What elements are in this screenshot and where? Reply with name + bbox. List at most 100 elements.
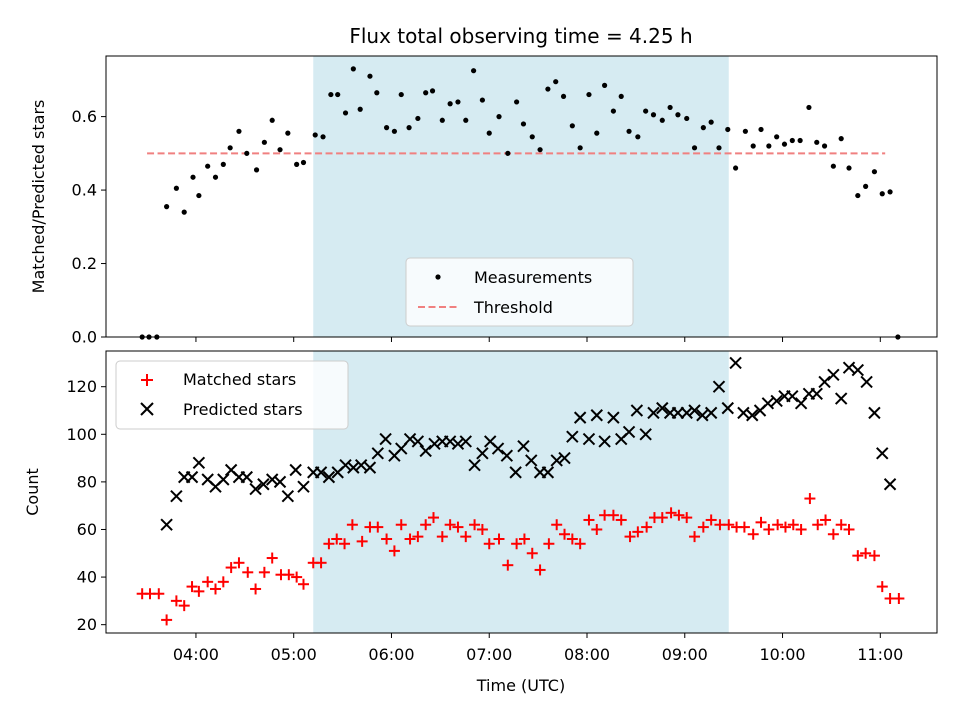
measurement-point [708, 119, 714, 125]
matched-star-point [291, 571, 303, 583]
measurement-point [529, 134, 535, 140]
predicted-star-point [428, 437, 441, 451]
predicted-star-point [883, 478, 897, 491]
measurement-point [406, 125, 412, 131]
measurement-point [391, 128, 398, 134]
top-ytick-label: 0.2 [72, 254, 97, 273]
bot-ytick-label: 40 [77, 568, 97, 587]
measurement-point [838, 136, 844, 142]
predicted-star-point [509, 466, 522, 479]
measurement-point [236, 128, 242, 134]
measurement-point [806, 104, 812, 111]
matched-star-point [615, 514, 627, 526]
matched-star-point [346, 519, 358, 531]
matched-star-point [697, 521, 709, 533]
predicted-star-point [566, 430, 579, 443]
predicted-star-point [761, 397, 775, 410]
matched-star-point [356, 535, 368, 547]
legend-matched-marker [141, 374, 153, 386]
predicted-star-point [868, 406, 881, 420]
measurement-point [691, 145, 698, 151]
predicted-star-point [491, 442, 505, 455]
predicted-star-point [363, 461, 377, 474]
matched-star-point [518, 533, 530, 545]
predicted-stars-series [160, 356, 897, 531]
matched-star-point [632, 526, 644, 538]
predicted-star-point [339, 459, 352, 472]
measurement-point [797, 137, 803, 144]
matched-star-point [493, 533, 505, 545]
predicted-star-point [160, 518, 173, 531]
predicted-star-point [786, 390, 799, 403]
measurement-point [667, 104, 673, 111]
matched-star-point [665, 507, 677, 519]
matched-star-point [820, 514, 832, 526]
predicted-star-point [322, 470, 336, 484]
predicted-star-point [729, 356, 742, 370]
matched-star-point [161, 614, 173, 626]
measurement-point [383, 125, 390, 131]
matched-star-point [395, 519, 407, 531]
predicted-star-point [192, 456, 206, 470]
bot-ytick-label: 20 [77, 615, 97, 634]
predicted-star-point [403, 432, 417, 446]
measurement-point [758, 126, 764, 133]
predicted-star-point [297, 480, 310, 493]
measurement-point [429, 88, 436, 94]
measurement-point [774, 134, 780, 140]
matched-star-point [315, 557, 327, 569]
measurement-point [505, 150, 511, 156]
measurement-point [514, 99, 520, 105]
predicted-star-point [468, 459, 481, 472]
matched-star-point [460, 531, 472, 543]
measurement-point [781, 141, 788, 147]
predicted-star-point [550, 454, 563, 467]
measurement-point [244, 150, 250, 156]
measurement-point [335, 91, 341, 98]
matched-star-point [511, 538, 523, 550]
matched-star-point [372, 521, 384, 533]
measurement-point [725, 126, 731, 133]
legend-measurements-label: Measurements [474, 268, 592, 287]
matched-star-point [795, 523, 807, 535]
predicted-star-point [217, 473, 230, 486]
predicted-star-point [746, 409, 759, 422]
ratio-y-axis-label: Matched/Predicted stars [29, 100, 48, 294]
measurement-point [470, 68, 477, 74]
count-panel: 20 40 60 80 100 120 04:00 05:00 06:00 07:00 08:00… [23, 350, 938, 695]
xtick-label: 11:00 [857, 645, 903, 664]
measurement-point [733, 165, 739, 171]
predicted-star-point [639, 428, 652, 441]
matched-star-point [339, 538, 351, 550]
measurement-point [496, 114, 502, 120]
predicted-star-point [411, 435, 425, 448]
measurement-point [367, 73, 373, 79]
predicted-star-point [558, 451, 571, 465]
predicted-star-point [185, 470, 199, 484]
measurement-point [814, 139, 820, 145]
measurement-point [455, 99, 461, 105]
bot-ytick-label: 60 [77, 520, 97, 539]
measurement-point [846, 165, 852, 171]
measurement-point [350, 66, 356, 72]
matched-star-point [444, 519, 456, 531]
measurement-point [855, 192, 861, 199]
measurement-point [821, 143, 828, 149]
matched-star-point [452, 521, 464, 533]
legend-matched-label: Matched stars [183, 370, 296, 389]
measurement-point [294, 161, 300, 167]
matched-star-point [193, 585, 205, 597]
predicted-star-point [712, 380, 726, 393]
measurement-point [537, 147, 543, 153]
measurement-point [320, 134, 326, 140]
predicted-star-point [860, 375, 873, 389]
measurement-point [415, 115, 421, 122]
matched-star-point [876, 581, 888, 593]
matched-star-point [283, 569, 295, 581]
measurement-point [357, 106, 363, 112]
count-legend-box [115, 360, 349, 430]
predicted-star-point [656, 401, 669, 415]
predicted-star-point [273, 475, 287, 489]
matched-star-point [250, 583, 262, 595]
